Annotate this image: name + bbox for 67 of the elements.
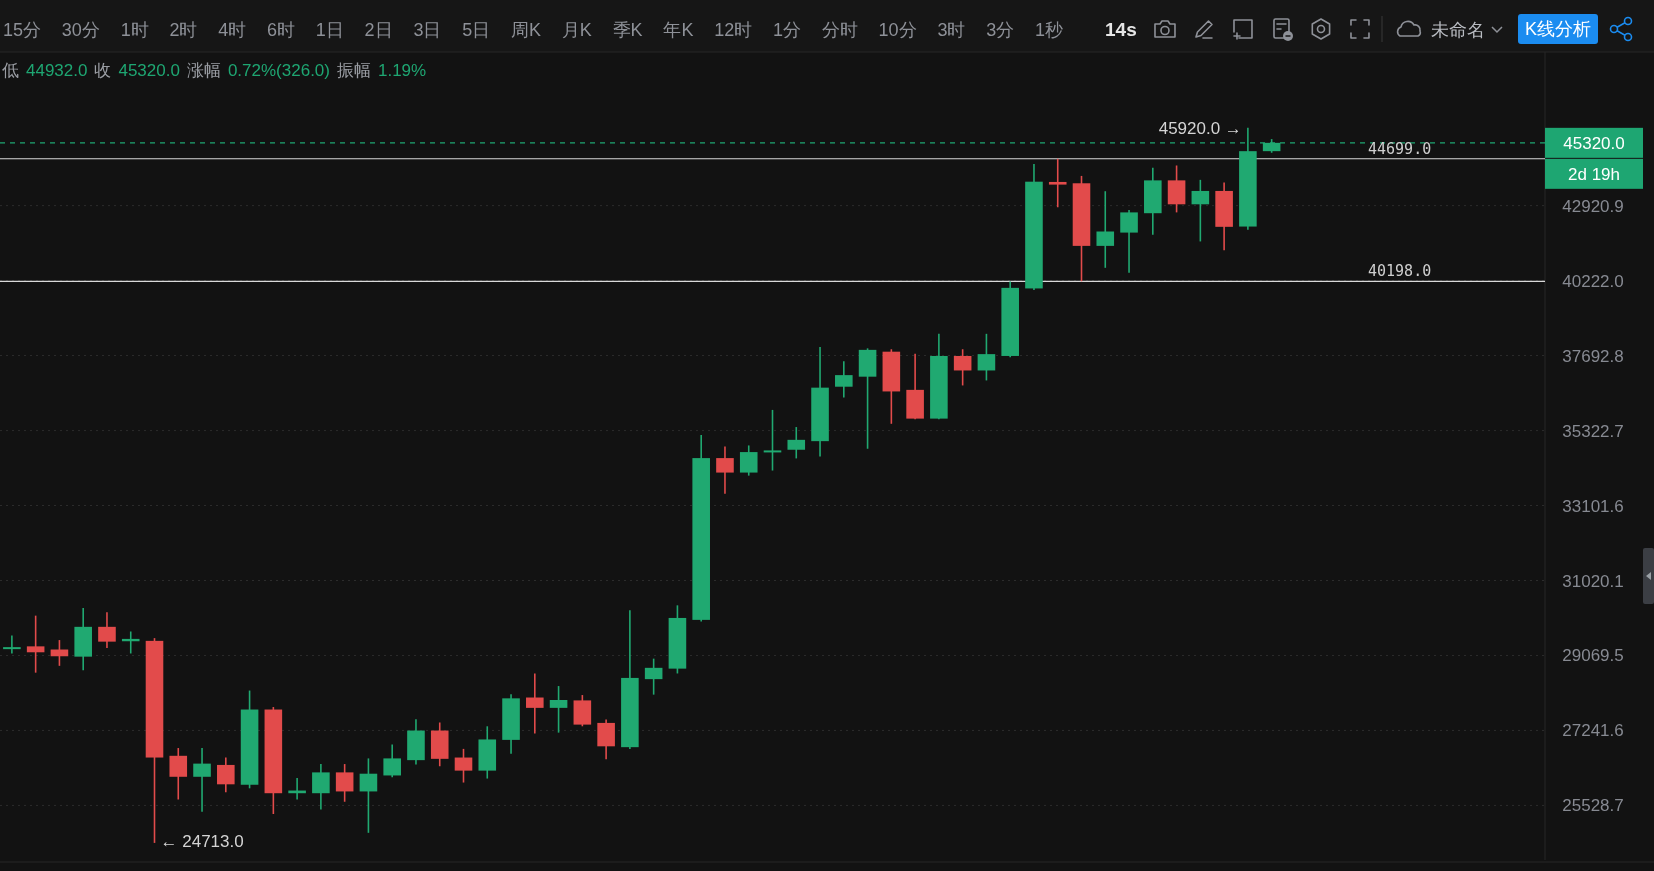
text: 1分 — [773, 20, 802, 40]
candlestick — [454, 748, 473, 784]
text: 1秒 — [1034, 20, 1063, 40]
candlestick — [953, 348, 972, 387]
text: 年K — [663, 20, 694, 40]
annotation: ← 24713.0 — [160, 831, 244, 851]
candlestick — [335, 763, 354, 803]
y-tick-label: 35322.7 — [1562, 421, 1624, 441]
candlestick — [1096, 190, 1115, 269]
candlestick — [3, 634, 21, 655]
candlestick — [1048, 157, 1067, 209]
y-tick-label: 29069.5 — [1562, 646, 1624, 666]
candlestick — [217, 756, 235, 794]
text: 未命名 — [1430, 20, 1485, 40]
y-tick-label: 33101.6 — [1562, 496, 1624, 516]
text: 3日 — [413, 20, 442, 40]
y-tick-label: 42920.9 — [1562, 196, 1624, 216]
candlestick — [383, 743, 401, 779]
text: 6时 — [267, 20, 296, 40]
candlestick — [549, 685, 568, 734]
y-tick-label: 27241.6 — [1562, 721, 1624, 741]
candlestick — [763, 409, 782, 472]
y-tick-label: 25528.7 — [1562, 796, 1624, 816]
text: 周K — [511, 20, 542, 40]
annotation: 45920.0 → — [1158, 118, 1242, 138]
text: 2日 — [364, 20, 393, 40]
candlestick — [98, 611, 116, 649]
candlestick — [169, 747, 188, 801]
y-tick-label: 31020.1 — [1562, 571, 1624, 591]
y-tick-label: 40222.0 — [1562, 271, 1624, 291]
text: 5日 — [462, 20, 491, 40]
candlestick — [312, 763, 330, 811]
y-tick-label: 37692.8 — [1562, 346, 1624, 366]
candlestick — [716, 445, 734, 495]
text: 2时 — [169, 20, 198, 40]
text: 2d 19h — [1568, 164, 1620, 184]
candlestick — [1191, 179, 1210, 243]
candlestick — [835, 360, 853, 399]
ref-line-label: 40198.0 — [1368, 262, 1432, 281]
candlestick — [597, 718, 615, 761]
text: 月K — [561, 20, 592, 40]
text: 季K — [612, 20, 643, 40]
text: 3时 — [937, 20, 966, 40]
text: 3分 — [986, 20, 1015, 40]
candlestick — [26, 614, 45, 674]
candlestick — [193, 747, 211, 813]
text: 低 44932.0 收 45320.0 涨幅 0.72%(326.0) 振幅 1.19% — [2, 61, 427, 80]
text: 30分 — [61, 20, 100, 40]
text: 12时 — [714, 20, 753, 40]
candlestick — [787, 426, 806, 460]
ref-line-label: 44699.0 — [1368, 139, 1432, 158]
text: 1时 — [120, 20, 149, 40]
candlestick — [739, 444, 758, 477]
text: 10分 — [878, 20, 917, 40]
text: K线分析 — [1524, 19, 1591, 39]
text: 1日 — [315, 20, 344, 40]
text: 14s — [1105, 19, 1137, 40]
candlestick — [1167, 164, 1186, 214]
candlestick — [359, 757, 378, 834]
candlestick — [526, 672, 544, 735]
candlestick — [644, 657, 663, 696]
text: 15分 — [3, 20, 42, 40]
text: 4时 — [218, 20, 247, 40]
candlestick — [1120, 209, 1138, 274]
ref-line-label: 45320.0 — [1563, 133, 1625, 153]
text: 分时 — [821, 20, 858, 40]
candlestick — [977, 333, 996, 382]
